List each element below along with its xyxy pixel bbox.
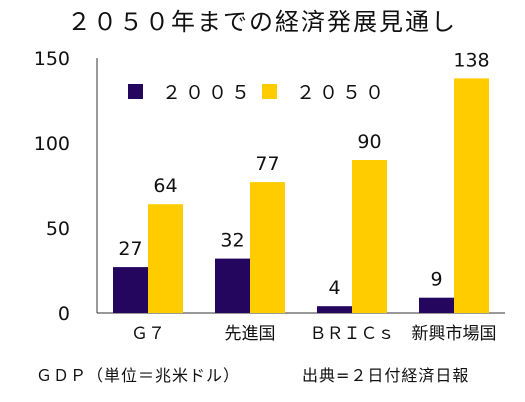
legend-swatch-1 xyxy=(262,84,277,99)
y-tick-label: 50 xyxy=(46,218,70,240)
y-tick-label: 150 xyxy=(34,48,70,70)
bar-0-3 xyxy=(419,297,454,313)
bar-1-0 xyxy=(148,204,183,313)
value-label: 27 xyxy=(118,238,142,260)
category-label: 新興市場国 xyxy=(412,324,497,344)
legend-label-0: ２００５ xyxy=(162,82,254,104)
value-label: 90 xyxy=(357,131,381,153)
value-label: 64 xyxy=(153,175,177,197)
legend-label-1: ２０５０ xyxy=(296,82,388,104)
legend: ２００５ ２０５０ xyxy=(128,82,388,104)
bar-1-2 xyxy=(352,160,387,313)
y-tick-label: 100 xyxy=(34,133,70,155)
value-label: 77 xyxy=(255,153,279,175)
bar-1-3 xyxy=(454,78,489,314)
bar-1-1 xyxy=(250,182,285,313)
category-label: 先進国 xyxy=(225,324,276,344)
legend-swatch-0 xyxy=(128,84,143,99)
y-tick-label: 0 xyxy=(58,303,70,325)
bar-0-1 xyxy=(215,258,250,313)
category-label: ＢＲＩＣｓ xyxy=(310,324,395,344)
bar-0-0 xyxy=(113,267,148,313)
y-tick-labels: 0 50 100 150 xyxy=(34,48,70,325)
bar-0-2 xyxy=(317,306,352,313)
value-label: 138 xyxy=(453,49,489,71)
value-label: 4 xyxy=(328,277,340,299)
category-label: Ｇ７ xyxy=(131,324,165,344)
source-note: 出典=２日付経済日報 xyxy=(302,366,470,385)
value-label: 32 xyxy=(220,230,244,252)
category-labels: Ｇ７ 先進国 ＢＲＩＣｓ 新興市場国 xyxy=(131,324,497,344)
value-labels: 27 64 32 77 4 90 9 138 xyxy=(118,49,489,299)
value-label: 9 xyxy=(430,269,442,291)
unit-note: ＧＤＰ（単位＝兆米ドル） xyxy=(36,366,241,385)
bars xyxy=(113,78,489,314)
chart-title: ２０５０年までの経済発展見通し xyxy=(67,8,457,36)
